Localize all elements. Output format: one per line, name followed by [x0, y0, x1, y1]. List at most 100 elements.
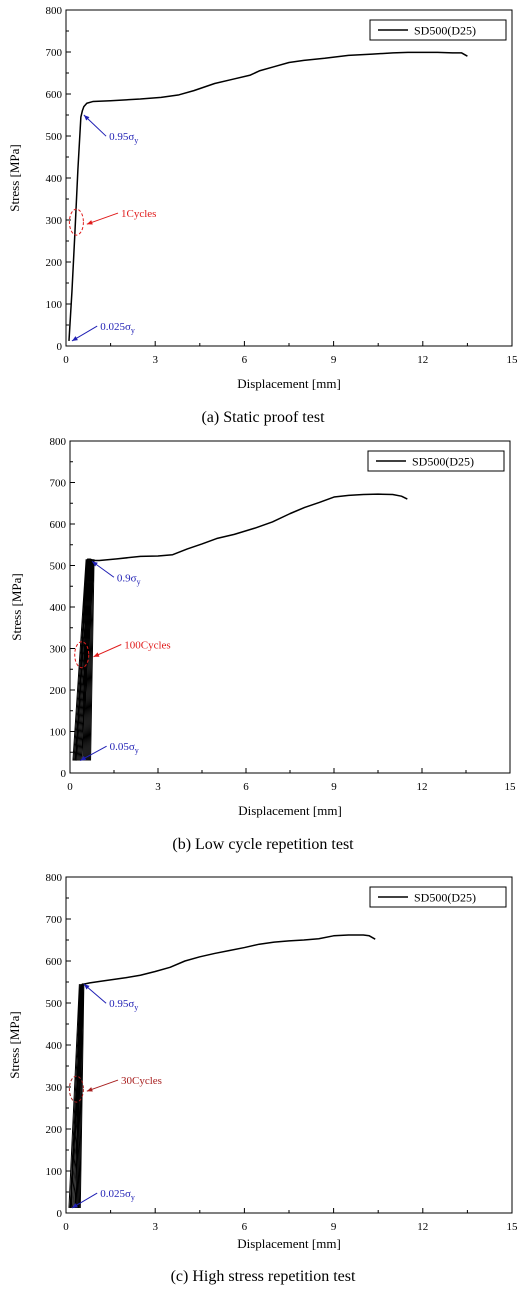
- plot-frame: [65, 876, 513, 1214]
- y-tick-label: 800: [46, 5, 63, 17]
- annotation-value: 0.025: [100, 1188, 125, 1200]
- y-tick-label: 600: [46, 956, 63, 968]
- annotation-arrowhead: [86, 1087, 93, 1092]
- legend-label: SD500(D25): [414, 891, 476, 905]
- annotation-label: 0.9σy: [117, 572, 141, 586]
- plot-area: [68, 934, 376, 1209]
- x-axis-title: Displacement [mm]: [238, 803, 342, 818]
- x-tick-label: 15: [505, 781, 517, 793]
- x-tick-label: 6: [243, 781, 249, 793]
- annotation-value: 0.05: [110, 741, 130, 753]
- annotation-value: 0.025: [100, 321, 125, 333]
- annotation-label: 0.95σy: [109, 131, 138, 145]
- annotation-arrowhead: [80, 755, 87, 761]
- x-tick-label: 12: [417, 1221, 428, 1233]
- annotation-sigma: σ: [128, 131, 134, 143]
- chart-caption: (c) High stress repetition test: [171, 1268, 356, 1285]
- plot-frame: [65, 9, 513, 347]
- annotation-subscript: y: [137, 577, 141, 586]
- y-tick-label: 400: [46, 1040, 63, 1052]
- y-tick-label: 600: [50, 519, 67, 531]
- annotation-subscript: y: [134, 1003, 138, 1012]
- series-line-0: [68, 51, 468, 342]
- x-tick-label: 6: [242, 1221, 248, 1233]
- chart-panel-0: 0 3 6 9 12 15 0 100 200 300 400 500 600 700 800 Displac…: [7, 5, 518, 426]
- y-tick-label: 800: [50, 436, 67, 448]
- annotation-circle: [68, 1075, 84, 1103]
- y-tick-label: 0: [61, 768, 67, 780]
- y-tick-label: 200: [46, 1124, 63, 1136]
- chart-panel-2: 0 3 6 9 12 15 0 100 200 300 400 500 600 700 800 Displac…: [7, 872, 518, 1285]
- annotation-arrowhead: [71, 1203, 78, 1208]
- x-axis-title: Displacement [mm]: [237, 1236, 341, 1251]
- y-tick-label: 300: [46, 1082, 63, 1094]
- x-tick-label: 3: [152, 354, 158, 366]
- annotation-label: 30Cycles: [121, 1075, 162, 1087]
- annotation-subscript: y: [134, 136, 138, 145]
- annotation-arrowhead: [93, 652, 100, 657]
- y-tick-label: 200: [50, 685, 67, 697]
- annotation-label: 0.05σy: [110, 741, 139, 755]
- annotation-label: 1Cycles: [121, 208, 156, 220]
- annotation-sigma: σ: [131, 572, 137, 584]
- x-tick-label: 9: [331, 354, 337, 366]
- annotation-value: 0.9: [117, 572, 131, 584]
- y-tick-label: 100: [46, 299, 63, 311]
- legend-box: [369, 886, 507, 908]
- x-tick-label: 0: [63, 1221, 69, 1233]
- annotation-subscript: y: [135, 746, 139, 755]
- annotation-value: 0.95: [109, 998, 129, 1010]
- x-tick-label: 3: [152, 1221, 158, 1233]
- y-tick-label: 500: [50, 561, 67, 573]
- y-tick-label: 600: [46, 89, 63, 101]
- y-tick-label: 100: [50, 727, 67, 739]
- y-tick-label: 400: [50, 602, 67, 614]
- annotation-value: 0.95: [109, 131, 129, 143]
- series-line-0: [75, 493, 408, 761]
- annotation-circle: [74, 641, 90, 669]
- annotation-value: 100Cycles: [124, 640, 170, 652]
- annotation-arrowhead: [71, 336, 78, 341]
- chart-panel-1: 0 3 6 9 12 15 0 100 200 300 400 500 600 700 800 Displac…: [9, 436, 516, 853]
- cycle-loop-line: [79, 559, 94, 761]
- x-tick-label: 9: [331, 1221, 337, 1233]
- annotation-sigma: σ: [128, 998, 134, 1010]
- annotation-value: 30Cycles: [121, 1075, 162, 1087]
- y-tick-label: 700: [46, 914, 63, 926]
- y-tick-label: 0: [57, 341, 63, 353]
- y-tick-label: 700: [46, 47, 63, 59]
- plot-frame: [69, 440, 511, 774]
- annotation-arrowhead: [83, 115, 90, 121]
- y-tick-label: 700: [50, 478, 67, 490]
- x-tick-label: 0: [63, 354, 69, 366]
- y-tick-label: 0: [57, 1208, 63, 1220]
- annotation-sigma: σ: [129, 741, 135, 753]
- y-tick-label: 100: [46, 1166, 63, 1178]
- annotation-label: 0.025σy: [100, 1188, 135, 1202]
- y-tick-label: 400: [46, 173, 63, 185]
- y-tick-label: 200: [46, 257, 63, 269]
- x-tick-label: 15: [507, 1221, 519, 1233]
- x-tick-label: 12: [417, 354, 428, 366]
- annotation-circle: [68, 208, 84, 236]
- x-tick-label: 3: [155, 781, 161, 793]
- annotation-subscript: y: [131, 326, 135, 335]
- y-tick-label: 300: [46, 215, 63, 227]
- annotation-label: 100Cycles: [124, 640, 170, 652]
- x-tick-label: 15: [507, 354, 519, 366]
- y-tick-label: 500: [46, 131, 63, 143]
- annotation-label: 0.025σy: [100, 321, 135, 335]
- y-axis-title: Stress [MPa]: [7, 1011, 22, 1079]
- plot-area: [72, 493, 408, 761]
- annotation-sigma: σ: [125, 1188, 131, 1200]
- cycle-loop-line: [80, 559, 95, 761]
- x-tick-label: 0: [67, 781, 73, 793]
- legend-label: SD500(D25): [412, 455, 474, 469]
- plot-area: [68, 51, 468, 342]
- annotation-arrowhead: [86, 220, 93, 225]
- x-tick-label: 12: [417, 781, 428, 793]
- annotation-value: 1Cycles: [121, 208, 156, 220]
- y-tick-label: 800: [46, 872, 63, 884]
- annotation-subscript: y: [131, 1193, 135, 1202]
